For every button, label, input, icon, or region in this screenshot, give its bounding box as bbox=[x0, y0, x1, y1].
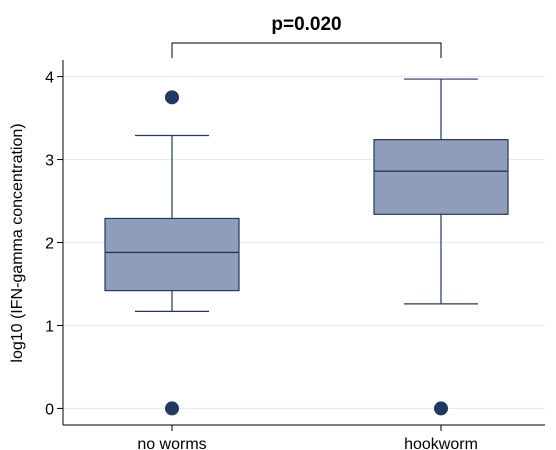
outlier-point bbox=[165, 90, 179, 105]
outlier-point bbox=[434, 401, 448, 416]
box-group bbox=[104, 90, 240, 416]
x-tick-label: no worms bbox=[137, 436, 206, 450]
y-tick-label: 1 bbox=[45, 318, 54, 335]
significance-bracket bbox=[171, 42, 442, 58]
y-tick-label: 0 bbox=[45, 401, 54, 418]
box-group bbox=[373, 78, 509, 416]
box-iqr bbox=[104, 217, 240, 292]
box-iqr bbox=[373, 139, 509, 215]
significance-annotation: p=0.020 bbox=[171, 14, 442, 58]
outlier-point bbox=[165, 401, 179, 416]
y-tick-label: 4 bbox=[45, 70, 54, 87]
boxes bbox=[104, 78, 509, 416]
y-tick-label: 2 bbox=[45, 236, 54, 253]
p-value-label: p=0.020 bbox=[271, 14, 341, 35]
y-axis-title: log10 (IFN-gamma concentration) bbox=[9, 123, 26, 362]
y-axis: 0 1 2 3 4 bbox=[45, 60, 64, 425]
x-tick-label: hookworm bbox=[404, 436, 478, 450]
y-tick-label: 3 bbox=[45, 153, 54, 170]
x-axis: no worms hookworm bbox=[63, 424, 545, 450]
